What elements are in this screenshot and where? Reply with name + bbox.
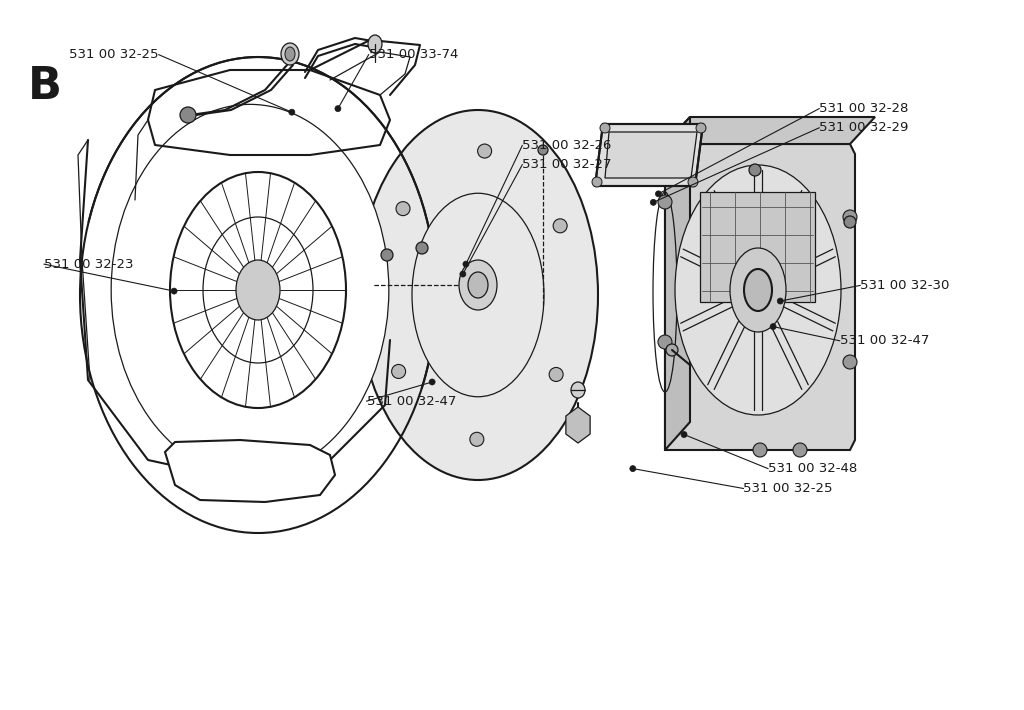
- Text: 531 00 32-47: 531 00 32-47: [367, 395, 456, 408]
- Ellipse shape: [368, 35, 382, 53]
- Circle shape: [335, 106, 341, 111]
- Circle shape: [396, 202, 410, 216]
- Circle shape: [416, 242, 428, 254]
- Circle shape: [658, 195, 672, 209]
- Circle shape: [843, 210, 857, 224]
- Text: 531 00 32-47: 531 00 32-47: [840, 334, 929, 347]
- Text: 531 00 32-26: 531 00 32-26: [522, 139, 611, 152]
- Circle shape: [696, 123, 706, 133]
- Ellipse shape: [744, 269, 772, 311]
- Circle shape: [592, 177, 602, 187]
- Ellipse shape: [358, 110, 598, 480]
- Ellipse shape: [675, 165, 841, 415]
- Text: 531 00 32-23: 531 00 32-23: [44, 258, 133, 271]
- Circle shape: [180, 107, 196, 123]
- Circle shape: [549, 368, 563, 381]
- Text: 531 00 32-30: 531 00 32-30: [860, 279, 949, 292]
- Ellipse shape: [571, 382, 585, 398]
- Polygon shape: [165, 440, 335, 502]
- Circle shape: [477, 144, 492, 158]
- Circle shape: [553, 219, 567, 233]
- Ellipse shape: [459, 260, 497, 310]
- Circle shape: [171, 288, 177, 294]
- Polygon shape: [700, 192, 815, 302]
- Circle shape: [688, 177, 698, 187]
- Circle shape: [630, 466, 636, 471]
- Circle shape: [650, 200, 656, 205]
- Circle shape: [793, 443, 807, 457]
- Ellipse shape: [730, 248, 786, 332]
- Circle shape: [429, 379, 435, 385]
- Circle shape: [470, 432, 484, 447]
- Text: B: B: [28, 65, 62, 108]
- Ellipse shape: [468, 272, 488, 298]
- Text: 531 00 32-48: 531 00 32-48: [768, 462, 857, 475]
- Polygon shape: [665, 117, 874, 144]
- Polygon shape: [665, 144, 855, 450]
- Text: 531 00 32-28: 531 00 32-28: [819, 102, 908, 115]
- Polygon shape: [566, 407, 590, 443]
- Circle shape: [777, 298, 783, 304]
- Polygon shape: [605, 132, 697, 178]
- Text: 531 00 32-25: 531 00 32-25: [70, 48, 159, 61]
- Circle shape: [289, 109, 295, 115]
- Circle shape: [749, 164, 761, 176]
- Circle shape: [844, 216, 856, 228]
- Ellipse shape: [112, 104, 389, 476]
- Polygon shape: [595, 124, 703, 186]
- Circle shape: [381, 249, 393, 261]
- Text: 531 00 32-25: 531 00 32-25: [743, 482, 833, 495]
- Circle shape: [658, 335, 672, 349]
- Circle shape: [600, 123, 610, 133]
- Ellipse shape: [285, 47, 295, 61]
- Circle shape: [463, 261, 469, 267]
- Circle shape: [770, 324, 776, 329]
- Ellipse shape: [203, 217, 313, 363]
- Text: 531 00 33-74: 531 00 33-74: [369, 48, 458, 61]
- Polygon shape: [665, 117, 690, 450]
- Text: 531 00 32-29: 531 00 32-29: [819, 121, 908, 134]
- Circle shape: [655, 191, 662, 197]
- Ellipse shape: [281, 43, 299, 65]
- Circle shape: [666, 344, 678, 356]
- Ellipse shape: [170, 172, 346, 408]
- Circle shape: [391, 364, 406, 378]
- Ellipse shape: [412, 193, 544, 397]
- Circle shape: [538, 145, 548, 155]
- Circle shape: [681, 432, 687, 437]
- Circle shape: [843, 355, 857, 369]
- Circle shape: [460, 271, 466, 277]
- Text: 531 00 32-27: 531 00 32-27: [522, 158, 611, 171]
- Ellipse shape: [236, 260, 280, 320]
- Circle shape: [753, 443, 767, 457]
